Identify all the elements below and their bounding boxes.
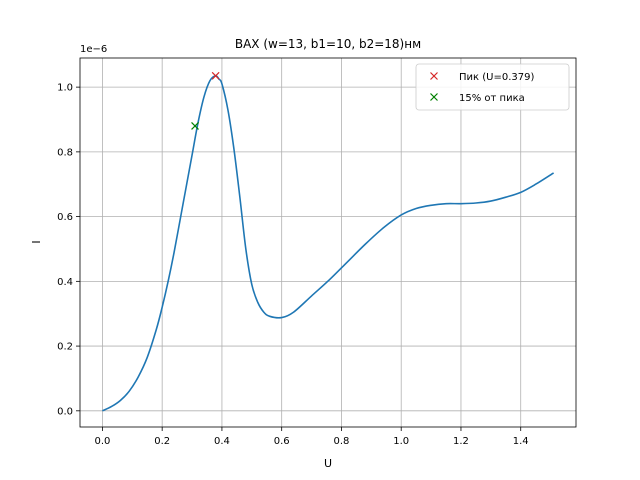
y-axis-label: I	[30, 240, 43, 243]
x-axis-ticks: 0.0 0.2 0.4 0.6 0.8 1.0 1.2 1.4	[94, 427, 529, 447]
legend: Пик (U=0.379) 15% от пика	[415, 63, 570, 111]
x-tick-label: 0.2	[154, 436, 170, 447]
iv-curve-line	[102, 74, 555, 412]
x-tick-label: 1.4	[513, 436, 529, 447]
x-tick-label: 1.2	[453, 436, 469, 447]
x-tick-label: 0.0	[94, 436, 110, 447]
x-tick-label: 0.4	[214, 436, 230, 447]
legend-fifteen-percent-label: 15% от пика	[459, 93, 525, 104]
y-tick-label: 0.2	[57, 342, 73, 353]
legend-peak-label: Пик (U=0.379)	[459, 72, 534, 83]
y-tick-label: 0.4	[57, 277, 73, 288]
fifteen-percent-marker	[191, 122, 199, 130]
series-layer	[102, 74, 555, 412]
x-axis-label: U	[324, 457, 332, 470]
peak-marker-stroke	[211, 71, 220, 80]
y-tick-label: 0.6	[57, 212, 73, 223]
y-axis-offset-text: 1e−6	[80, 44, 107, 55]
axes-background	[80, 58, 576, 427]
y-tick-label: 0.0	[57, 406, 73, 417]
peak-marker	[211, 71, 220, 80]
plot-area	[79, 57, 577, 428]
legend-box	[415, 63, 570, 111]
y-tick-label: 0.8	[57, 147, 73, 158]
marker-layer	[191, 71, 220, 130]
x-tick-label: 1.0	[393, 436, 409, 447]
chart-title: ВАХ (w=13, b1=10, b2=18)нм	[235, 37, 421, 51]
y-tick-label: 1.0	[57, 83, 73, 94]
axes-frame	[79, 57, 577, 428]
y-axis-ticks: 0.0 0.2 0.4 0.6 0.8 1.0	[57, 83, 80, 417]
x-tick-label: 0.6	[274, 436, 290, 447]
x-tick-label: 0.8	[333, 436, 349, 447]
legend-peak-marker	[430, 72, 438, 80]
fifteen-percent-marker-stroke	[191, 122, 199, 130]
legend-peak-marker-stroke	[430, 72, 438, 80]
legend-fifteen-percent-marker	[430, 93, 438, 101]
legend-fifteen-percent-marker-stroke	[430, 93, 438, 101]
